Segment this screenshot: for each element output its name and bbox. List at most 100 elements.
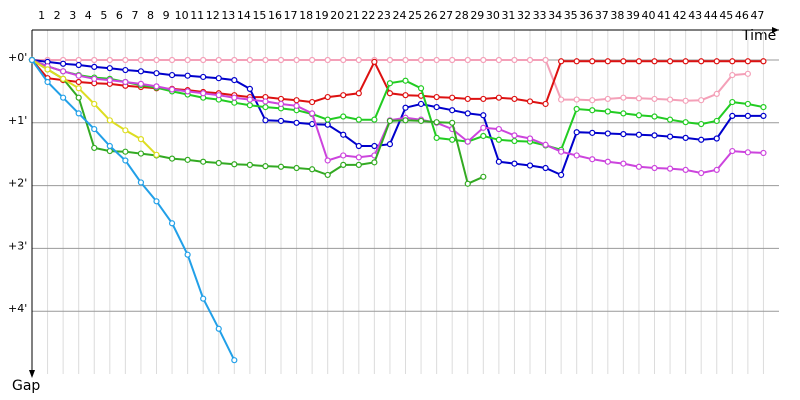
x-tick-label: 14 — [237, 9, 251, 22]
data-point — [542, 164, 549, 172]
series — [28, 56, 160, 158]
grid — [32, 30, 779, 374]
y-tick-label: +2' — [8, 177, 27, 190]
data-point — [231, 357, 238, 364]
data-point — [91, 75, 98, 82]
data-point — [589, 58, 596, 65]
data-point — [417, 117, 425, 125]
data-point — [60, 94, 67, 101]
data-point — [277, 56, 285, 64]
x-tick-label: 33 — [533, 9, 547, 22]
data-point — [75, 78, 82, 86]
data-point — [386, 90, 394, 97]
data-point — [682, 166, 689, 173]
data-point — [542, 141, 549, 148]
data-point — [744, 70, 751, 77]
data-point — [75, 72, 82, 79]
data-point — [760, 58, 767, 65]
data-point — [277, 163, 285, 170]
series — [28, 56, 767, 179]
data-point — [371, 58, 378, 65]
data-point — [168, 56, 176, 64]
data-point — [698, 97, 705, 104]
data-point — [417, 100, 425, 108]
data-point — [153, 83, 160, 90]
data-point — [371, 159, 378, 166]
data-point — [417, 56, 425, 64]
data-point — [309, 166, 316, 173]
data-point — [91, 100, 98, 108]
data-point — [184, 88, 191, 95]
data-point — [604, 108, 611, 115]
data-point — [760, 112, 767, 119]
x-tick-label: 31 — [501, 9, 515, 22]
x-tick-label: 39 — [626, 9, 640, 22]
data-point — [246, 56, 253, 64]
data-point — [386, 56, 394, 64]
data-point — [215, 56, 222, 64]
x-tick-label: 2 — [54, 9, 61, 22]
data-point — [526, 98, 534, 105]
data-point — [651, 95, 658, 103]
x-tick-label: 41 — [657, 9, 671, 22]
data-point — [137, 136, 145, 143]
data-point — [75, 110, 82, 117]
data-point — [573, 96, 580, 103]
data-point — [60, 68, 67, 75]
data-point — [371, 116, 378, 123]
data-point — [526, 162, 534, 169]
data-point — [122, 157, 129, 164]
x-tick-label: 21 — [346, 9, 360, 22]
x-tick-label: 26 — [424, 9, 438, 22]
data-point — [620, 94, 627, 101]
x-tick-label: 43 — [688, 9, 702, 22]
x-tick-label: 36 — [579, 9, 593, 22]
data-point — [495, 94, 502, 101]
data-point — [75, 56, 82, 64]
data-point — [651, 164, 658, 172]
data-point — [340, 131, 347, 138]
data-point — [309, 56, 316, 64]
data-point — [262, 117, 269, 124]
x-tick-label: 15 — [252, 9, 266, 22]
x-tick-label: 5 — [100, 9, 107, 22]
data-point — [355, 90, 362, 97]
data-point — [464, 180, 471, 187]
data-point — [558, 148, 565, 155]
data-point — [168, 220, 176, 227]
data-point — [480, 124, 487, 131]
series — [28, 56, 238, 364]
data-point — [417, 85, 425, 92]
data-point — [604, 58, 611, 65]
data-point — [28, 56, 36, 64]
data-point — [91, 56, 98, 64]
x-tick-label: 29 — [470, 9, 484, 22]
x-tick-label: 8 — [147, 9, 154, 22]
data-point — [246, 96, 253, 103]
data-point — [60, 75, 67, 82]
data-point — [106, 142, 113, 150]
data-point — [620, 131, 627, 138]
data-point — [511, 137, 518, 145]
x-tick-label: 4 — [85, 9, 92, 22]
data-point — [371, 142, 378, 150]
data-point — [558, 171, 565, 179]
data-point — [324, 171, 331, 179]
data-point — [153, 151, 160, 158]
data-point — [402, 104, 409, 111]
data-point — [215, 325, 222, 332]
y-tick-label: +4' — [8, 302, 27, 315]
data-point — [604, 95, 611, 103]
x-tick-label: 28 — [455, 9, 469, 22]
data-point — [573, 152, 580, 159]
data-point — [122, 148, 129, 155]
data-point — [75, 61, 82, 69]
data-point — [184, 56, 191, 64]
data-point — [309, 120, 316, 128]
x-tick-label: 40 — [642, 9, 656, 22]
data-point — [402, 117, 409, 124]
data-point — [106, 147, 113, 155]
data-point — [713, 135, 720, 142]
